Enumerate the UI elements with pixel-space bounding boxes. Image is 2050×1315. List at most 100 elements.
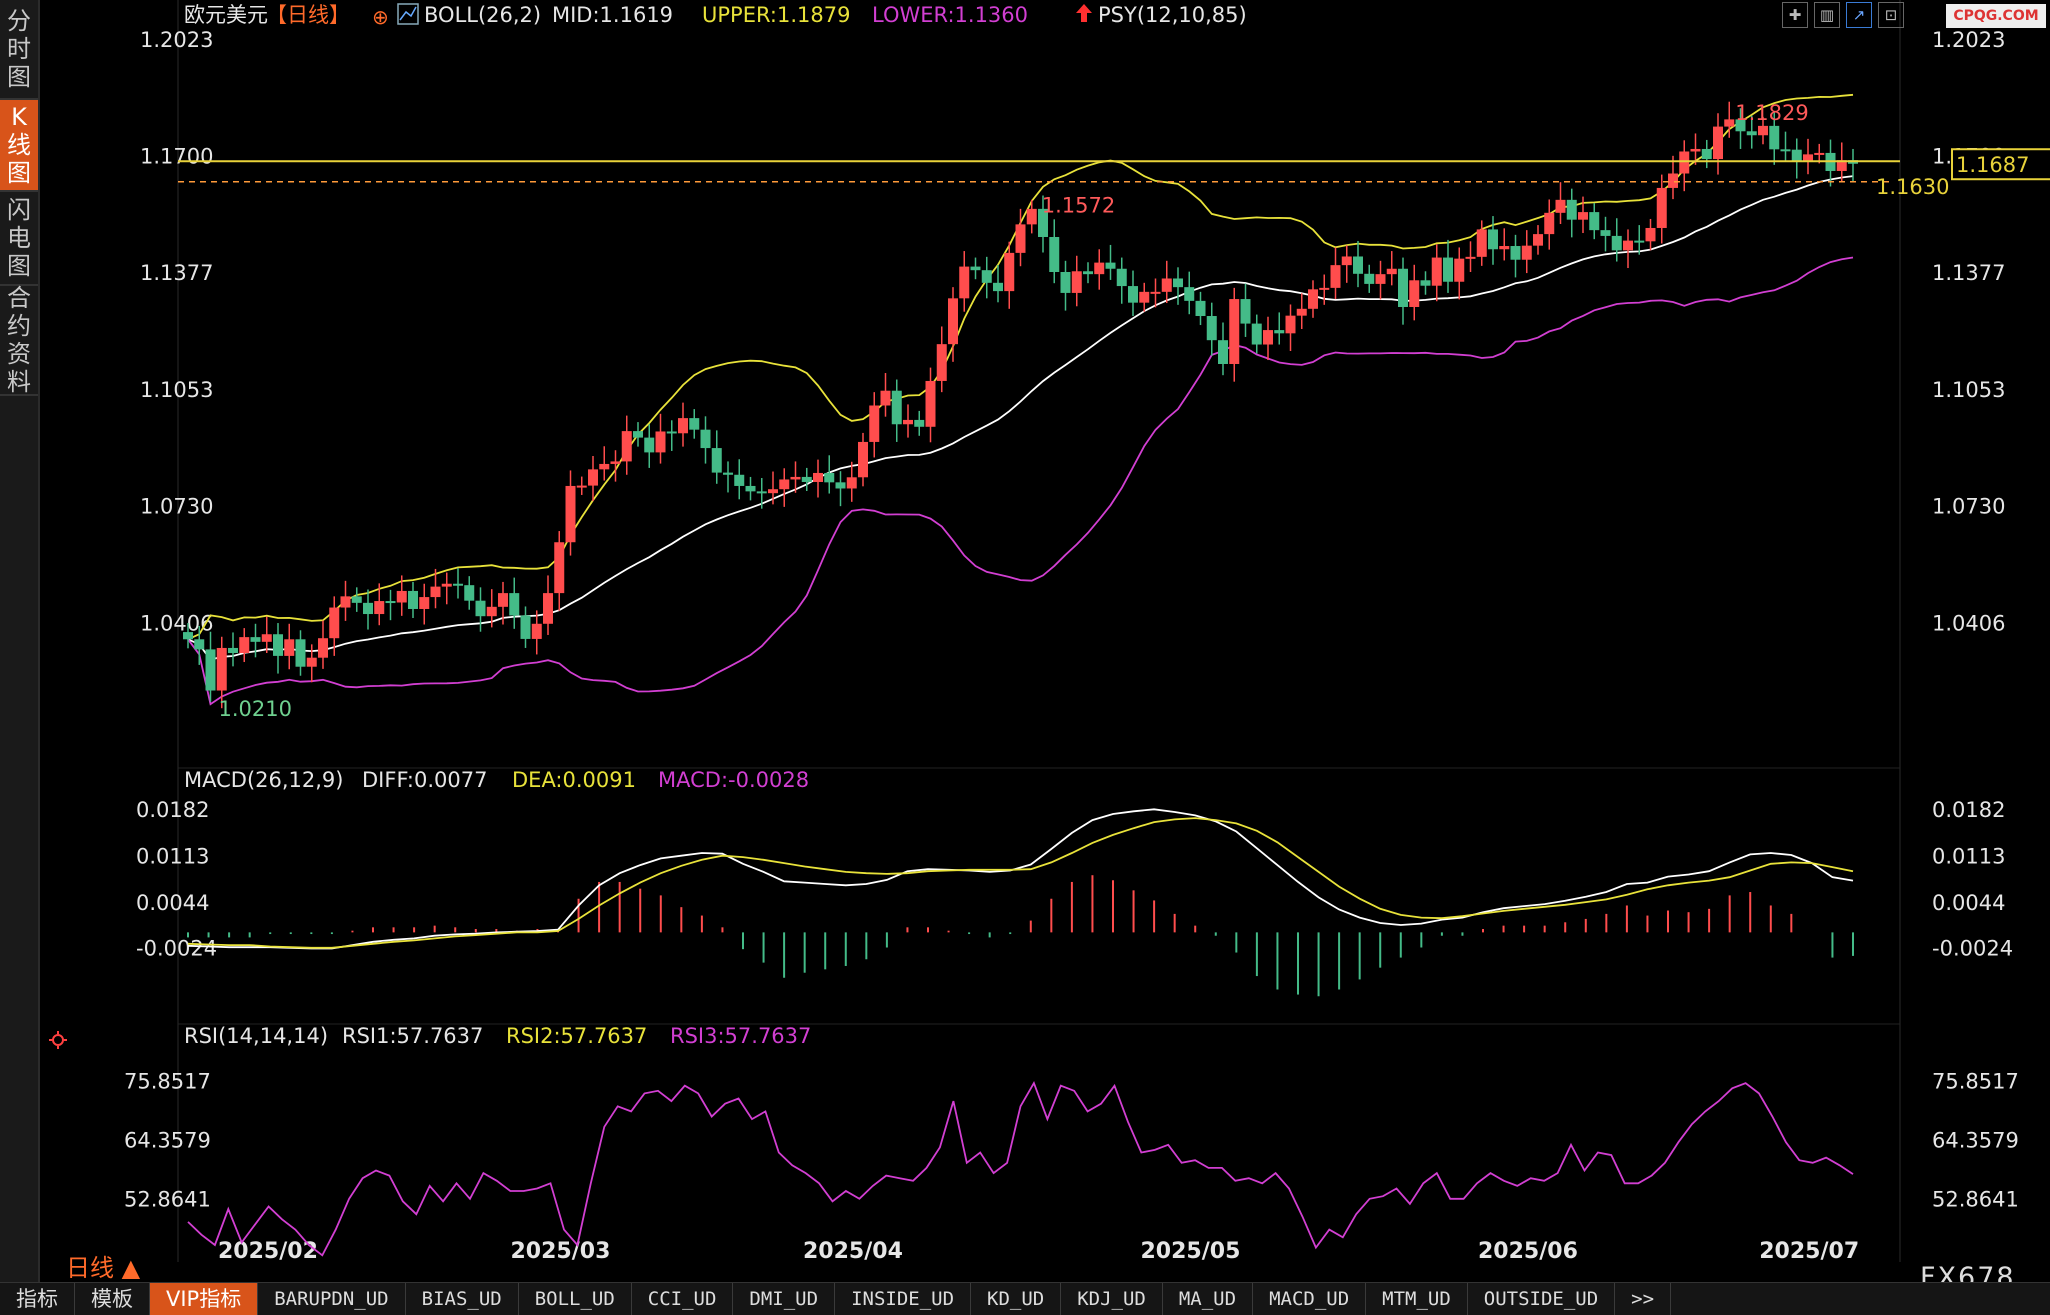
indicator-tab-6[interactable]: CCI_UD bbox=[632, 1283, 734, 1315]
indicator-tab-2[interactable]: VIP指标 bbox=[150, 1283, 259, 1315]
candle-body bbox=[543, 593, 553, 624]
candle-body bbox=[1049, 236, 1060, 272]
candle-body bbox=[239, 637, 250, 654]
candle-body bbox=[858, 441, 868, 478]
candle-body bbox=[1668, 173, 1678, 188]
rsi-3: RSI3:57.7637 bbox=[670, 1024, 811, 1048]
line-chart-icon[interactable]: ↗ bbox=[1846, 2, 1872, 28]
rsi-2: RSI2:57.7637 bbox=[506, 1024, 647, 1048]
macd-tick-right: 0.0113 bbox=[1932, 844, 2005, 868]
macd-dea-line bbox=[187, 817, 1854, 949]
candle-body bbox=[869, 405, 880, 442]
candle-body bbox=[1353, 256, 1363, 274]
indicator-tab-7[interactable]: DMI_UD bbox=[733, 1283, 836, 1315]
support-price-box bbox=[1951, 148, 2050, 181]
boll-label: BOLL(26,2) bbox=[424, 3, 541, 27]
candle-body bbox=[1128, 286, 1138, 303]
candle-body bbox=[1409, 280, 1420, 307]
candle-body bbox=[464, 585, 475, 601]
candle-body bbox=[891, 390, 902, 425]
indicator-tab-10[interactable]: KDJ_UD bbox=[1061, 1283, 1163, 1315]
indicator-tab-4[interactable]: BIAS_UD bbox=[406, 1283, 519, 1315]
period-footer-button[interactable]: 日线 ▲ bbox=[66, 1254, 141, 1282]
add-indicator-icon[interactable]: ⊕ bbox=[372, 5, 389, 29]
candle-body bbox=[1701, 148, 1712, 160]
crosshair-icon[interactable]: ✚ bbox=[1782, 2, 1808, 28]
boll-chart-icon[interactable] bbox=[397, 3, 419, 25]
price-tick-left: 1.2023 bbox=[140, 28, 213, 52]
sidebar-tab-3[interactable]: 合约资料 bbox=[0, 284, 38, 396]
chart-svg[interactable]: 欧元美元 【日线】 ⊕ BOLL(26,2) MID:1.1619 UPPER:… bbox=[40, 0, 2050, 1282]
indicator-tab-8[interactable]: INSIDE_UD bbox=[835, 1283, 972, 1315]
current-price-label: 1.1630 bbox=[1876, 175, 1949, 199]
indicator-tab-9[interactable]: KD_UD bbox=[971, 1283, 1062, 1315]
candle-body bbox=[1150, 291, 1161, 294]
chart-area[interactable]: 欧元美元 【日线】 ⊕ BOLL(26,2) MID:1.1619 UPPER:… bbox=[40, 0, 2050, 1282]
indicator-tab-0[interactable]: 指标 bbox=[0, 1283, 75, 1315]
candle-body bbox=[520, 615, 531, 639]
low-annotation: 1.0210 bbox=[219, 697, 292, 721]
price-tick-left: 1.0406 bbox=[140, 611, 213, 635]
candle-body bbox=[700, 429, 711, 449]
chart-toolbar: ✚ ▥ ↗ ⊡ bbox=[1782, 2, 1904, 28]
candle-body bbox=[531, 623, 542, 639]
candle-body bbox=[936, 344, 947, 381]
price-tick-left: 1.1700 bbox=[140, 145, 213, 169]
macd-value: MACD:-0.0028 bbox=[658, 768, 809, 792]
candle-body bbox=[1645, 227, 1656, 242]
high-annotation: 1.1829 bbox=[1735, 101, 1808, 125]
candle-body bbox=[273, 634, 283, 656]
indicator-labels: MACD(26,12,9) DIFF:0.0077 DEA:0.0091 MAC… bbox=[49, 768, 811, 1049]
rsi-tick-right: 52.8641 bbox=[1932, 1187, 2019, 1211]
candle-body bbox=[1161, 278, 1172, 292]
candle-body bbox=[329, 607, 340, 639]
candle-body bbox=[340, 596, 351, 608]
indicator-tab-13[interactable]: MTM_UD bbox=[1366, 1283, 1468, 1315]
rsi-settings-icon[interactable] bbox=[49, 1031, 67, 1049]
candle-body bbox=[610, 461, 621, 464]
indicator-tab-12[interactable]: MACD_UD bbox=[1253, 1283, 1367, 1315]
date-tick: 2025/06 bbox=[1478, 1239, 1578, 1264]
date-tick: 2025/04 bbox=[803, 1239, 903, 1264]
rsi-panel bbox=[187, 1080, 1854, 1257]
fullscreen-icon[interactable]: ⊡ bbox=[1878, 2, 1904, 28]
candle-body bbox=[959, 266, 970, 299]
sidebar-tab-0[interactable]: 分时图 bbox=[0, 0, 38, 100]
candle-body bbox=[880, 390, 891, 406]
candle-body bbox=[183, 632, 193, 640]
candle-body bbox=[1465, 256, 1476, 259]
candle-body bbox=[621, 431, 632, 462]
site-watermark: CPQG.COM bbox=[1946, 4, 2046, 28]
indicator-tab-14[interactable]: OUTSIDE_UD bbox=[1468, 1283, 1616, 1315]
candle-body bbox=[1803, 154, 1813, 161]
price-tick-right: 1.2023 bbox=[1932, 28, 2005, 52]
candle-body bbox=[846, 477, 857, 489]
sidebar-tab-2[interactable]: 闪电图 bbox=[0, 192, 38, 286]
boll-mid: MID:1.1619 bbox=[552, 3, 673, 27]
indicator-tab-3[interactable]: BARUPDN_UD bbox=[258, 1283, 406, 1315]
macd-title: MACD(26,12,9) bbox=[184, 768, 344, 792]
candle-body bbox=[1555, 199, 1566, 213]
candle-body bbox=[813, 472, 823, 482]
macd-tick-right: 0.0182 bbox=[1932, 798, 2005, 822]
candle-body bbox=[1263, 330, 1273, 345]
candle-body bbox=[374, 601, 385, 615]
mid-high-annotation: 1.1572 bbox=[1042, 194, 1115, 218]
candle-body bbox=[1814, 152, 1825, 155]
candle-body bbox=[1060, 271, 1071, 293]
candle-body bbox=[666, 431, 677, 434]
candle-body bbox=[1521, 245, 1532, 260]
period-title[interactable]: 【日线】 bbox=[266, 3, 350, 27]
candle-body bbox=[351, 596, 362, 603]
indicator-tab-11[interactable]: MA_UD bbox=[1163, 1283, 1254, 1315]
candle-body bbox=[498, 593, 508, 607]
psy-up-arrow-icon[interactable] bbox=[1076, 4, 1092, 22]
indicator-tab-1[interactable]: 模板 bbox=[75, 1283, 150, 1315]
price-tick-right: 1.0406 bbox=[1932, 611, 2005, 635]
candle-icon[interactable]: ▥ bbox=[1814, 2, 1840, 28]
candle-body bbox=[1510, 246, 1521, 260]
indicator-tab-15[interactable]: >> bbox=[1615, 1283, 1672, 1315]
candle-body bbox=[1004, 252, 1015, 292]
indicator-tab-5[interactable]: BOLL_UD bbox=[519, 1283, 632, 1315]
